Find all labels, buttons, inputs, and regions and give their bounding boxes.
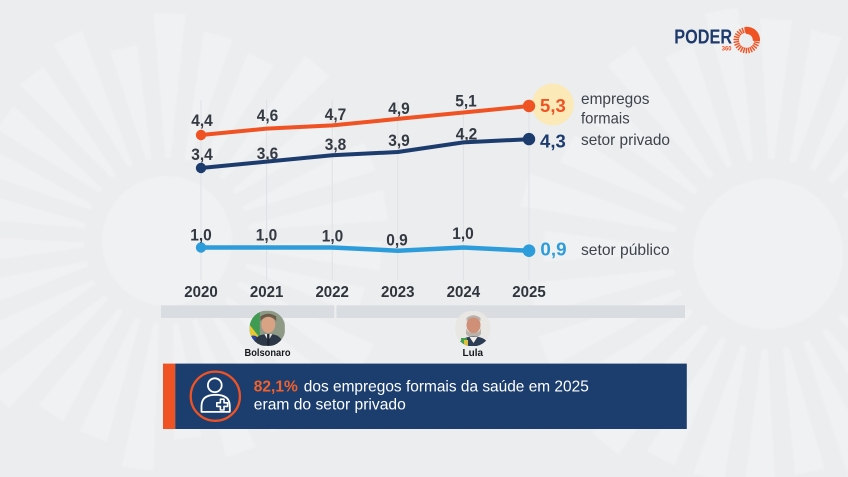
svg-text:82,1%: 82,1% [254,379,298,396]
svg-text:1,0: 1,0 [256,227,278,245]
svg-text:3,6: 3,6 [257,145,279,163]
svg-text:3,8: 3,8 [325,136,347,154]
svg-text:eram do setor privado: eram do setor privado [254,397,406,414]
svg-text:PODER: PODER [674,27,732,49]
svg-text:5,3: 5,3 [540,96,566,116]
svg-text:1,0: 1,0 [322,227,344,245]
svg-text:setor privado: setor privado [581,132,670,149]
svg-text:4,2: 4,2 [456,125,478,143]
svg-text:4,4: 4,4 [191,112,213,130]
svg-text:Lula: Lula [463,348,484,359]
svg-text:2020: 2020 [184,284,218,301]
svg-text:0,9: 0,9 [386,232,408,250]
svg-text:2023: 2023 [381,284,415,301]
svg-text:1,0: 1,0 [190,227,212,245]
svg-text:formais: formais [581,110,630,127]
svg-text:Bolsonaro: Bolsonaro [245,348,291,359]
svg-text:4,3: 4,3 [540,131,566,151]
svg-text:3,9: 3,9 [388,132,410,150]
svg-text:4,6: 4,6 [257,107,279,125]
svg-text:3,4: 3,4 [191,146,213,164]
svg-text:dos empregos formais da saúde: dos empregos formais da saúde em 2025 [304,379,589,396]
svg-text:setor público: setor público [581,242,670,259]
svg-text:0,9: 0,9 [540,240,566,260]
svg-text:360: 360 [722,46,732,53]
svg-text:empregos: empregos [581,91,650,108]
svg-text:2022: 2022 [315,284,349,301]
svg-text:2024: 2024 [447,284,481,301]
svg-text:4,7: 4,7 [325,106,347,124]
svg-text:1,0: 1,0 [452,225,474,243]
svg-text:2025: 2025 [512,284,546,301]
svg-text:4,9: 4,9 [388,100,410,118]
svg-text:2021: 2021 [250,284,284,301]
svg-text:5,1: 5,1 [455,93,477,111]
